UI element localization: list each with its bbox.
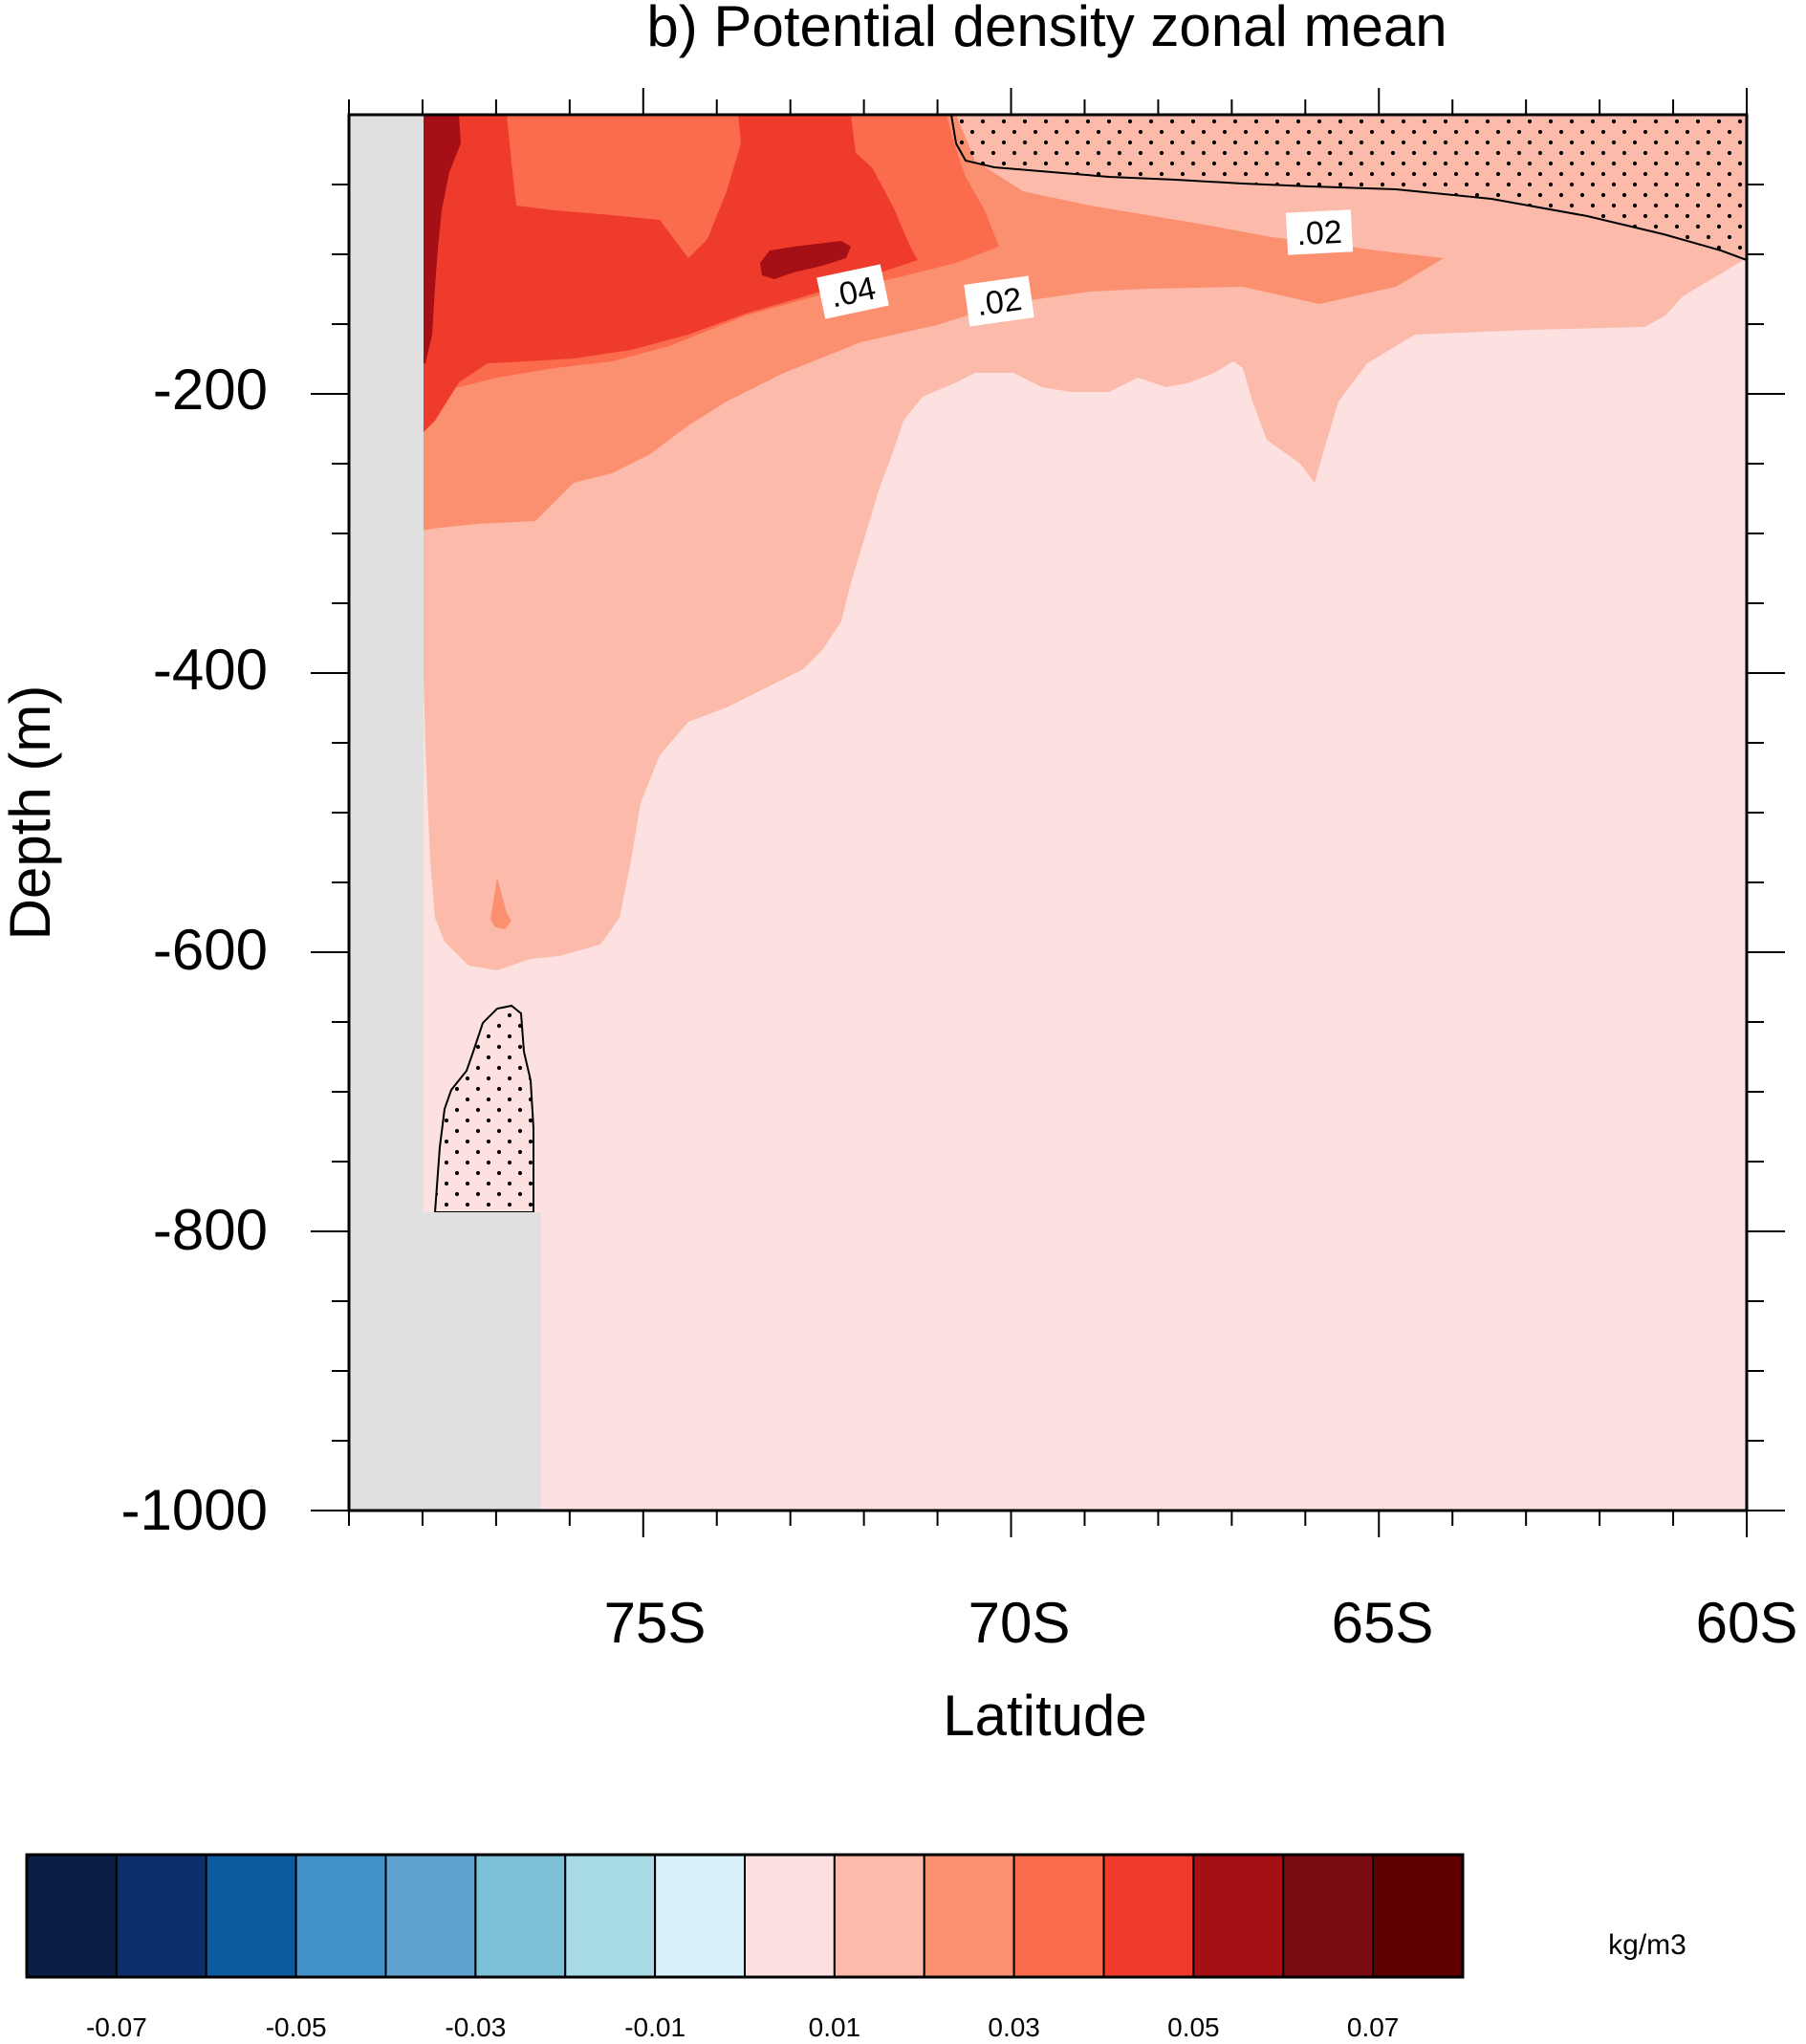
x-axis-label: Latitude	[943, 1684, 1147, 1748]
colorbar: -0.07 -0.05 -0.03 -0.01 0.01 0.03 0.05 0.07 kg/…	[25, 1853, 1686, 2042]
colorbar-box-6	[564, 1854, 657, 1978]
colorbar-box-10	[923, 1854, 1015, 1978]
contour-labels: .04 .02 .02	[816, 209, 1354, 327]
colorbar-box-5	[474, 1854, 567, 1978]
chart-title: b) Potential density zonal mean	[646, 0, 1447, 58]
colorbar-box-15	[1372, 1854, 1464, 1978]
colorbar-label-7: 0.07	[1347, 2012, 1400, 2042]
colorbar-box-4	[384, 1854, 477, 1978]
colorbar-box-14	[1282, 1854, 1375, 1978]
colorbar-box-3	[294, 1854, 387, 1978]
colorbar-box-9	[833, 1854, 925, 1978]
contour-label-0.02-b: .02	[1295, 214, 1342, 252]
y-tick-label--200: -200	[153, 358, 268, 422]
colorbar-box-12	[1102, 1854, 1195, 1978]
level-0.04-0.05	[421, 115, 918, 435]
x-tick-label-75S: 75S	[604, 1591, 707, 1655]
x-tick-label-60S: 60S	[1696, 1591, 1798, 1655]
colorbar-label-2: -0.03	[445, 2012, 506, 2042]
x-axis: 75S 70S 65S 60S Latitude	[348, 88, 1798, 1748]
stipple-region-surface	[949, 115, 1747, 262]
colorbar-box-7	[654, 1854, 746, 1978]
colorbar-label-5: 0.03	[988, 2012, 1040, 2042]
y-tick-label--600: -600	[153, 918, 268, 982]
level-0.02-0.03-spot	[490, 878, 511, 929]
colorbar-label-1: -0.05	[266, 2012, 327, 2042]
y-axis: -200 -400 -600 -800 -1000 Depth (m)	[0, 184, 1785, 1542]
colorbar-label-0: -0.07	[86, 2012, 147, 2042]
level-0.05-0.06-patch-a	[421, 115, 461, 363]
colorbar-box-11	[1012, 1854, 1105, 1978]
contour-label-0.02-a: .02	[974, 281, 1024, 323]
colorbar-frame	[25, 1853, 1465, 1979]
x-tick-label-65S: 65S	[1332, 1591, 1434, 1655]
colorbar-box-2	[205, 1854, 297, 1978]
colorbar-box-8	[744, 1854, 836, 1978]
colorbar-box-13	[1192, 1854, 1285, 1978]
stipple-region-slope	[433, 1004, 534, 1213]
colorbar-label-6: 0.05	[1167, 2012, 1220, 2042]
colorbar-unit: kg/m3	[1608, 1929, 1686, 1961]
contour-field	[349, 115, 1747, 1511]
y-axis-label: Depth (m)	[0, 685, 62, 941]
colorbar-box-1	[115, 1854, 207, 1978]
x-tick-label-70S: 70S	[968, 1591, 1071, 1655]
colorbar-label-3: -0.01	[624, 2012, 685, 2042]
level-0.03-0.04-lobe	[574, 115, 674, 206]
y-tick-label--1000: -1000	[121, 1478, 268, 1542]
colorbar-label-4: 0.01	[809, 2012, 861, 2042]
y-tick-label--800: -800	[153, 1198, 268, 1262]
level-0.05-0.06-patch-b	[760, 241, 851, 279]
y-tick-label--400: -400	[153, 638, 268, 702]
colorbar-box-0	[26, 1854, 118, 1978]
land-mask	[349, 115, 541, 1511]
